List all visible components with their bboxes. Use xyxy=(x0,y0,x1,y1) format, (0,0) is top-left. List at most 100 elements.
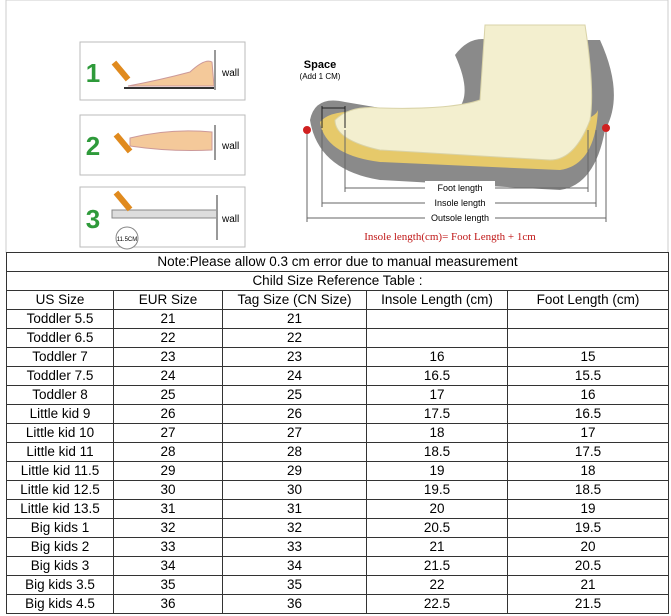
table-row: Toddler 6.5 22 22 xyxy=(6,328,669,348)
table-row: Big kids 3 34 34 21.5 20.5 xyxy=(6,556,669,576)
table-row: Toddler 5.5 21 21 xyxy=(6,309,669,329)
note: Note:Please allow 0.3 cm error due to ma… xyxy=(6,252,669,272)
table-cell: 32 xyxy=(113,518,223,538)
header-cell: US Size xyxy=(6,290,114,310)
table-cell: 20 xyxy=(507,537,669,557)
table-cell: 20.5 xyxy=(366,518,508,538)
table-row: Big kids 1 32 32 20.5 19.5 xyxy=(6,518,669,538)
shoe xyxy=(303,24,614,222)
space-note: (Add 1 CM) xyxy=(300,72,341,81)
table-cell: 28 xyxy=(222,442,367,462)
ruler-label: 11.5CM xyxy=(117,237,138,243)
table-cell: 15.5 xyxy=(507,366,669,386)
table-cell: 17.5 xyxy=(507,442,669,462)
table-row: US Size EUR Size Tag Size (CN Size) Insole … xyxy=(6,290,669,310)
dimension-label: Insole length xyxy=(434,198,485,208)
table-cell: 21.5 xyxy=(366,556,508,576)
table-cell: 28 xyxy=(113,442,223,462)
size-table: Note:Please allow 0.3 cm error due to ma… xyxy=(6,252,669,614)
table-cell: 22.5 xyxy=(366,594,508,614)
table-cell: 35 xyxy=(222,575,367,595)
table-cell: 26 xyxy=(222,404,367,424)
table-cell: 25 xyxy=(222,385,367,405)
table-cell: 24 xyxy=(113,366,223,386)
dimension-label-bg xyxy=(425,211,495,223)
table-row: Little kid 12.5 30 30 19.5 18.5 xyxy=(6,480,669,500)
table-cell: Toddler 8 xyxy=(6,385,114,405)
table-cell: 19.5 xyxy=(366,480,508,500)
table-cell: 35 xyxy=(113,575,223,595)
header-cell: Tag Size (CN Size) xyxy=(222,290,367,310)
table-cell: 19.5 xyxy=(507,518,669,538)
table-title: Child Size Reference Table : xyxy=(6,271,669,291)
feet xyxy=(111,50,218,250)
wall-label: wall xyxy=(221,141,239,152)
table-cell: 34 xyxy=(222,556,367,576)
table-cell: 23 xyxy=(222,347,367,367)
table-cell: 17.5 xyxy=(366,404,508,424)
header-cell: EUR Size xyxy=(113,290,223,310)
step-number: 2 xyxy=(86,131,100,161)
table-row: Little kid 11.5 29 29 19 18 xyxy=(6,461,669,481)
table-cell: Little kid 10 xyxy=(6,423,114,443)
table-cell: 26 xyxy=(113,404,223,424)
table-cell: 19 xyxy=(366,461,508,481)
table-cell: 32 xyxy=(222,518,367,538)
table-cell: Big kids 3.5 xyxy=(6,575,114,595)
table-cell xyxy=(366,309,508,329)
table-row: Little kid 10 27 27 18 17 xyxy=(6,423,669,443)
table-cell: 17 xyxy=(366,385,508,405)
table-cell: 16 xyxy=(507,385,669,405)
table-cell: 18 xyxy=(507,461,669,481)
wall-label: wall xyxy=(221,68,239,79)
table-row: Child Size Reference Table : xyxy=(6,271,669,291)
table-cell: 34 xyxy=(113,556,223,576)
step-number: 3 xyxy=(86,204,100,234)
table-row: Toddler 7.5 24 24 16.5 15.5 xyxy=(6,366,669,386)
table-row: Toddler 7 23 23 16 15 xyxy=(6,347,669,367)
table-row: Big kids 2 33 33 21 20 xyxy=(6,537,669,557)
table-cell: Little kid 11.5 xyxy=(6,461,114,481)
table-cell: 23 xyxy=(113,347,223,367)
table-cell: Toddler 7 xyxy=(6,347,114,367)
table-cell: 22 xyxy=(113,328,223,348)
table-cell: Big kids 1 xyxy=(6,518,114,538)
table-cell: 27 xyxy=(113,423,223,443)
table-cell: 31 xyxy=(113,499,223,519)
table-row: Little kid 11 28 28 18.5 17.5 xyxy=(6,442,669,462)
table-cell: Little kid 12.5 xyxy=(6,480,114,500)
table-cell: 17 xyxy=(507,423,669,443)
table-cell: 18.5 xyxy=(507,480,669,500)
table-cell: Little kid 13.5 xyxy=(6,499,114,519)
dimension-label-bg xyxy=(425,181,495,193)
table-cell xyxy=(507,328,669,348)
dimension-label-bg xyxy=(425,196,495,208)
table-cell: 16.5 xyxy=(507,404,669,424)
table-cell: Big kids 4.5 xyxy=(6,594,114,614)
table-row: Big kids 4.5 36 36 22.5 21.5 xyxy=(6,594,669,614)
table-cell: 29 xyxy=(222,461,367,481)
table-cell: 36 xyxy=(113,594,223,614)
table-cell: Big kids 3 xyxy=(6,556,114,576)
table-row: Big kids 3.5 35 35 22 21 xyxy=(6,575,669,595)
table-cell: 27 xyxy=(222,423,367,443)
table-cell: Toddler 6.5 xyxy=(6,328,114,348)
table-cell: 15 xyxy=(507,347,669,367)
table-row: Little kid 13.5 31 31 20 19 xyxy=(6,499,669,519)
table-cell: Little kid 9 xyxy=(6,404,114,424)
table-cell: 20.5 xyxy=(507,556,669,576)
table-cell: Toddler 7.5 xyxy=(6,366,114,386)
header-cell: Insole Length (cm) xyxy=(366,290,508,310)
header-cell: Foot Length (cm) xyxy=(507,290,669,310)
dimension-label: Foot length xyxy=(437,183,482,193)
table-cell: 21 xyxy=(366,537,508,557)
table-cell: 18.5 xyxy=(366,442,508,462)
table-cell: 18 xyxy=(366,423,508,443)
table-cell: 19 xyxy=(507,499,669,519)
table-row: Little kid 9 26 26 17.5 16.5 xyxy=(6,404,669,424)
table-cell: 16.5 xyxy=(366,366,508,386)
table-cell: Little kid 11 xyxy=(6,442,114,462)
table-cell xyxy=(507,309,669,329)
table-cell: 30 xyxy=(222,480,367,500)
